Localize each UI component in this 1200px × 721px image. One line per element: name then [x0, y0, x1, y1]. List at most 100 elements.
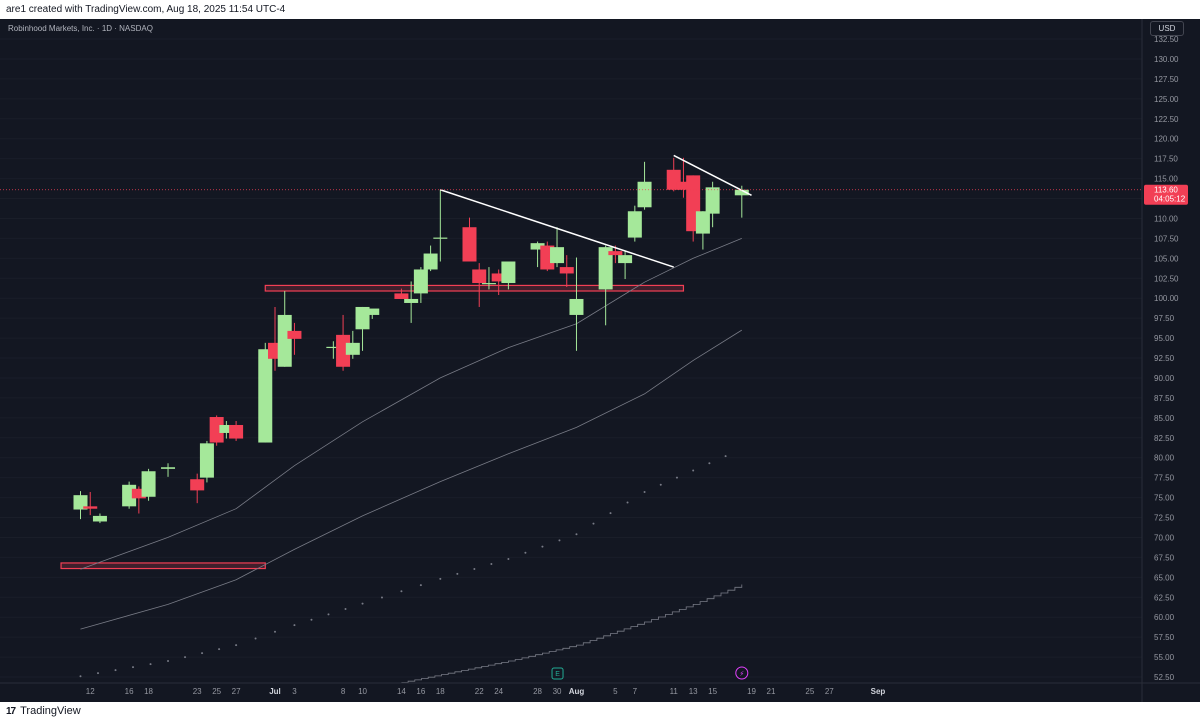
price-tick-label: 90.00: [1154, 374, 1175, 383]
price-tick-label: 95.00: [1154, 334, 1175, 343]
candlestick-chart[interactable]: 52.50 55.00 57.50 60.00 62.50 65.00 67.50 70.00…: [0, 19, 1200, 702]
date-tick-label: 5: [613, 687, 618, 696]
candle: [676, 157, 691, 198]
ma-dot: [361, 602, 364, 605]
candle-body: [92, 515, 107, 522]
candle-body: [394, 293, 409, 299]
candle: [501, 261, 516, 290]
candle-body: [559, 267, 574, 274]
price-tick-label: 62.50: [1154, 593, 1175, 602]
candle-body: [73, 495, 88, 510]
price-tick-label: 132.50: [1154, 35, 1179, 44]
candle: [326, 341, 341, 359]
ma-dot: [380, 596, 383, 599]
price-tick-label: 70.00: [1154, 533, 1175, 542]
date-tick-label: Aug: [569, 687, 585, 696]
candle: [277, 291, 292, 367]
candle: [209, 415, 224, 446]
candle: [161, 463, 176, 477]
price-tick-label: 87.50: [1154, 394, 1175, 403]
candle-body: [365, 308, 380, 315]
date-tick-label: 27: [825, 687, 834, 696]
price-tick-label: 122.50: [1154, 115, 1179, 124]
date-tick-label: 22: [475, 687, 484, 696]
candle: [618, 251, 633, 280]
currency-button[interactable]: USD: [1150, 21, 1184, 36]
price-tick-label: 107.50: [1154, 234, 1179, 243]
ma-dot: [439, 577, 442, 580]
candle: [423, 245, 438, 272]
candle: [73, 491, 88, 520]
time-axis: 12 16 18 23 25 27 Jul 3 8 10 14 16 18 22 24 28 30 Aug 5 7 11…: [0, 682, 1200, 696]
candle-body: [637, 181, 652, 208]
price-tick-label: 117.50: [1154, 155, 1178, 164]
price-tick-label: 67.50: [1154, 553, 1175, 562]
date-tick-label: 18: [144, 687, 153, 696]
price-tick-label: 102.50: [1154, 274, 1179, 283]
date-tick-label: Sep: [871, 687, 886, 696]
ma-dot: [575, 533, 578, 536]
candle: [462, 217, 477, 262]
support-zones: [60, 284, 685, 570]
price-axis: 52.50 55.00 57.50 60.00 62.50 65.00 67.50 70.00…: [1141, 19, 1179, 702]
trendlines: [0, 154, 1142, 268]
ma-line: [80, 329, 743, 630]
candle-body: [209, 417, 224, 443]
candle-body: [608, 251, 623, 256]
ma-dot: [235, 644, 238, 647]
price-tick-label: 82.50: [1154, 434, 1175, 443]
candle: [404, 281, 419, 323]
candle-body: [161, 467, 176, 469]
ma-dot: [167, 660, 170, 663]
event-markers: E ⚡: [551, 666, 749, 680]
candle: [598, 245, 613, 326]
price-tag-value: 113.60: [1154, 186, 1178, 195]
ma-dot: [274, 630, 276, 633]
candle: [92, 513, 107, 524]
price-tick-label: 65.00: [1154, 573, 1175, 582]
ma-dot: [79, 675, 82, 678]
date-tick-label: 10: [358, 687, 367, 696]
date-tick-label: 8: [341, 687, 346, 696]
date-tick-label: 3: [292, 687, 297, 696]
candle: [695, 211, 710, 250]
ma-dot: [708, 462, 711, 465]
candle-body: [618, 255, 633, 264]
candles: [73, 157, 749, 524]
candle: [491, 269, 506, 295]
price-tick-label: 57.50: [1154, 633, 1175, 642]
ma-line: [80, 238, 742, 570]
candle: [258, 342, 273, 443]
candle-body: [141, 471, 156, 497]
date-tick-label: 27: [232, 687, 241, 696]
candle-body: [83, 506, 98, 509]
candle: [530, 241, 545, 268]
date-tick-label: 7: [633, 687, 638, 696]
candle-body: [413, 269, 428, 294]
price-tick-label: 92.50: [1154, 354, 1175, 363]
candle-body: [598, 247, 613, 290]
candle-body: [287, 330, 302, 339]
ma-dot: [724, 455, 727, 458]
earnings-icon-label: E: [555, 671, 560, 678]
trendline: [440, 189, 674, 268]
candle-body: [734, 189, 749, 196]
price-tick-label: 80.00: [1154, 454, 1175, 463]
date-tick-label: 12: [86, 687, 95, 696]
ma-dot: [507, 557, 510, 560]
footer-bar: 17 TradingView: [0, 702, 1200, 721]
ma-dot: [592, 522, 595, 525]
candle-body: [530, 243, 545, 250]
candle: [83, 491, 98, 516]
date-tick-label: 18: [436, 687, 445, 696]
ma-dot: [473, 567, 476, 570]
price-tick-label: 105.00: [1154, 254, 1179, 263]
candle-body: [676, 181, 691, 190]
candle-body: [423, 253, 438, 270]
price-tick-label: 125.00: [1154, 95, 1179, 104]
candle-body: [326, 346, 341, 349]
ma-dot: [659, 483, 662, 486]
candle-body: [695, 211, 710, 234]
price-tick-label: 52.50: [1154, 673, 1175, 682]
candle-body: [705, 187, 720, 214]
